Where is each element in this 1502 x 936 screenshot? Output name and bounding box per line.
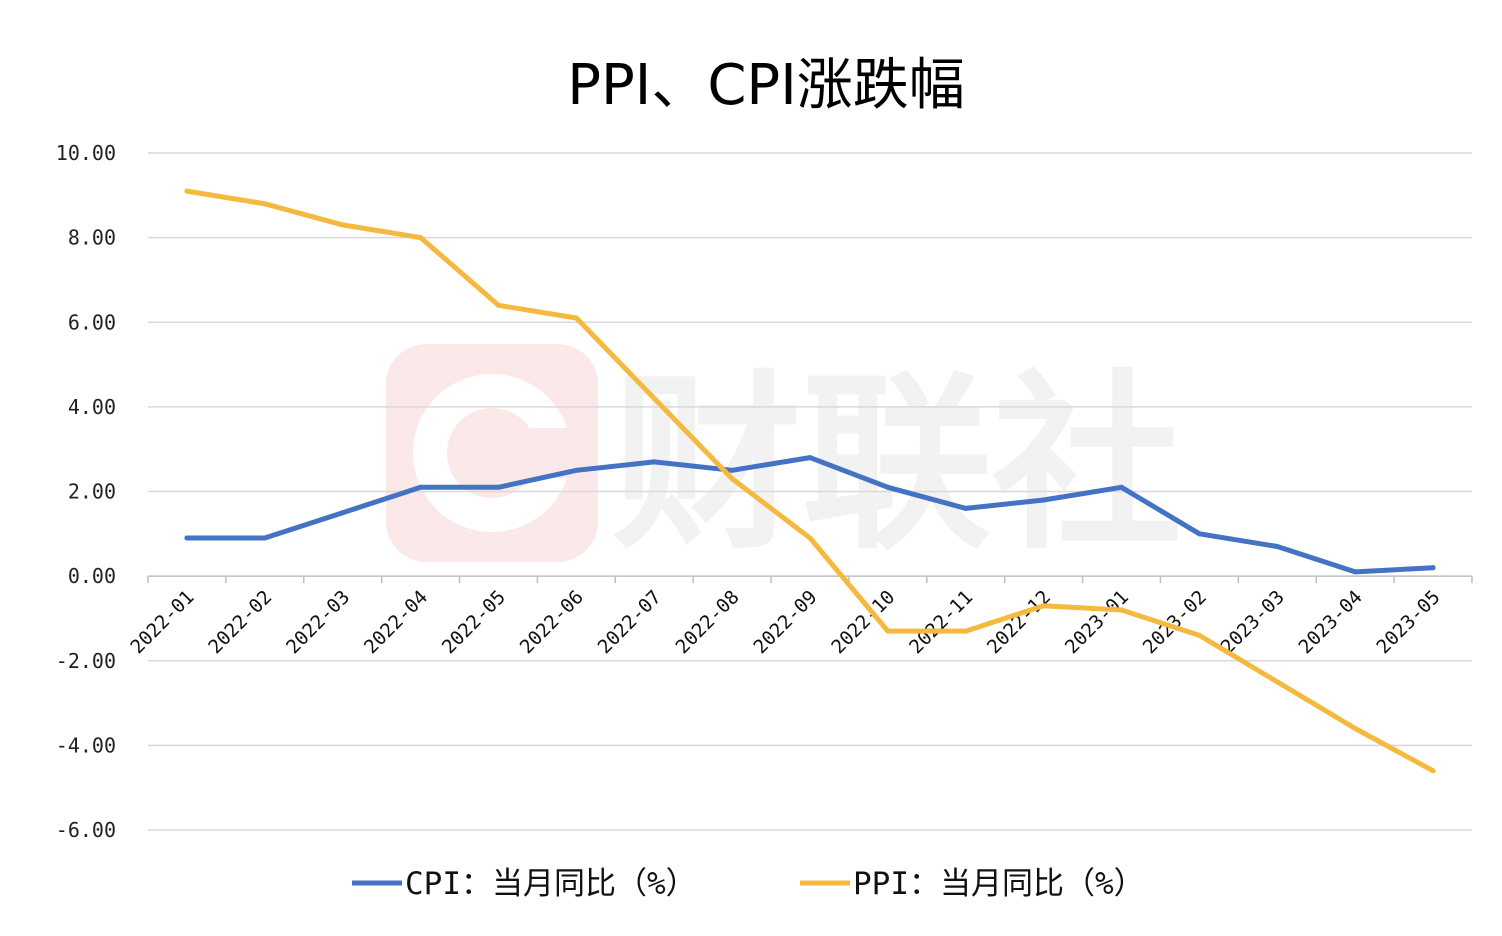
- data-point-cpi-1: [262, 535, 268, 541]
- x-tick-label-13: 2023-02: [1139, 586, 1211, 658]
- data-point-cpi-5: [573, 467, 579, 473]
- data-point-cpi-9: [885, 484, 891, 490]
- data-point-cpi-7: [729, 467, 735, 473]
- legend-item-ppi[interactable]: PPI：当月同比（%）: [800, 866, 1145, 902]
- data-point-ppi-7: [729, 476, 735, 482]
- y-axis: 10.00 8.00 6.00 4.00 2.00 0.00 -2.00 -4.00 -6.00: [56, 141, 116, 842]
- y-tick-label-5: 0.00: [68, 564, 116, 588]
- watermark: 财联社: [386, 344, 1182, 575]
- legend-item-cpi[interactable]: CPI：当月同比（%）: [352, 866, 697, 902]
- x-tick-label-5: 2022-06: [516, 586, 588, 658]
- x-tick-label-6: 2022-07: [594, 586, 666, 658]
- chart-title: PPI、CPI涨跌幅: [567, 53, 964, 118]
- x-tick-label-4: 2022-05: [438, 586, 510, 658]
- x-tick-label-10: 2022-11: [905, 586, 977, 658]
- data-point-ppi-8: [807, 535, 813, 541]
- data-point-cpi-16: [1430, 565, 1436, 571]
- series-layer: [184, 188, 1436, 774]
- data-point-cpi-10: [963, 505, 969, 511]
- data-point-cpi-2: [340, 510, 346, 516]
- data-point-ppi-2: [340, 222, 346, 228]
- data-point-ppi-6: [651, 395, 657, 401]
- data-point-cpi-3: [418, 484, 424, 490]
- data-point-cpi-13: [1196, 531, 1202, 537]
- data-point-ppi-4: [495, 302, 501, 308]
- y-tick-label-1: 8.00: [68, 226, 116, 250]
- data-point-cpi-12: [1119, 484, 1125, 490]
- data-point-ppi-5: [573, 315, 579, 321]
- x-tick-label-9: 2022-10: [827, 586, 899, 658]
- data-point-ppi-13: [1196, 632, 1202, 638]
- x-tick-label-7: 2022-08: [671, 586, 743, 658]
- grid-layer: [148, 152, 1472, 831]
- data-point-ppi-15: [1352, 725, 1358, 731]
- watermark-logo-cut: [500, 428, 580, 478]
- data-point-cpi-0: [184, 535, 190, 541]
- x-tick-label-12: 2023-01: [1061, 586, 1133, 658]
- x-axis: 2022-01 2022-02 2022-03 2022-04 2022-05 2022-…: [126, 575, 1473, 658]
- data-point-ppi-16: [1430, 768, 1436, 774]
- data-point-ppi-14: [1274, 679, 1280, 685]
- data-point-cpi-4: [495, 484, 501, 490]
- data-point-ppi-1: [262, 201, 268, 207]
- y-tick-label-0: 10.00: [56, 141, 116, 165]
- x-tick-label-16: 2023-05: [1372, 586, 1444, 658]
- x-tick-label-14: 2023-03: [1217, 586, 1289, 658]
- data-point-cpi-15: [1352, 569, 1358, 575]
- legend-label-ppi: PPI：当月同比（%）: [853, 866, 1145, 902]
- data-point-cpi-6: [651, 459, 657, 465]
- y-tick-label-6: -2.00: [56, 649, 116, 673]
- legend-label-cpi: CPI：当月同比（%）: [405, 866, 697, 902]
- y-tick-label-4: 2.00: [68, 480, 116, 504]
- data-point-ppi-0: [184, 188, 190, 194]
- watermark-text: 财联社: [612, 354, 1182, 575]
- y-tick-label-8: -6.00: [56, 818, 116, 842]
- legend: CPI：当月同比（%） PPI：当月同比（%）: [352, 866, 1145, 902]
- data-point-ppi-3: [418, 235, 424, 241]
- y-tick-label-2: 6.00: [68, 310, 116, 334]
- y-tick-label-7: -4.00: [56, 733, 116, 757]
- x-tick-label-8: 2022-09: [749, 586, 821, 658]
- x-tick-label-0: 2022-01: [126, 586, 198, 658]
- data-point-ppi-10: [963, 628, 969, 634]
- data-point-cpi-14: [1274, 544, 1280, 550]
- data-point-ppi-12: [1119, 607, 1125, 613]
- data-point-ppi-11: [1041, 603, 1047, 609]
- x-tick-label-15: 2023-04: [1295, 586, 1367, 658]
- y-tick-label-3: 4.00: [68, 395, 116, 419]
- x-tick-label-3: 2022-04: [360, 586, 432, 658]
- data-point-ppi-9: [885, 628, 891, 634]
- data-point-cpi-8: [807, 455, 813, 461]
- x-tick-label-2: 2022-03: [282, 586, 354, 658]
- x-tick-label-1: 2022-02: [204, 586, 276, 658]
- data-point-cpi-11: [1041, 497, 1047, 503]
